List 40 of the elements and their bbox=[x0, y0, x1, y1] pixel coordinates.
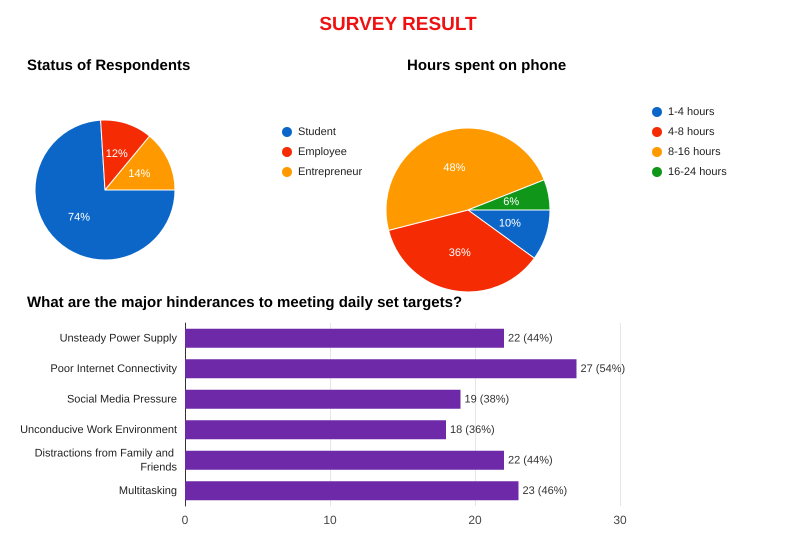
data-label: 23 (46%) bbox=[522, 484, 568, 497]
data-label: 27 (54%) bbox=[580, 362, 626, 375]
bar bbox=[185, 420, 446, 440]
legend-label: 4-8 hours bbox=[668, 126, 715, 138]
data-label: 10% bbox=[498, 218, 522, 230]
y-tick-label: Multitasking bbox=[118, 484, 177, 497]
x-tick-label: 0 bbox=[182, 513, 189, 527]
bar bbox=[185, 481, 518, 500]
chart-title: Hours spent on phone bbox=[407, 57, 566, 74]
legend-label: 16-24 hours bbox=[668, 166, 728, 178]
data-label: 36% bbox=[448, 247, 471, 260]
x-tick-label: 30 bbox=[613, 513, 627, 527]
y-tick-label: Unsteady Power Supply bbox=[60, 332, 178, 344]
chart-title: Status of Respondents bbox=[27, 57, 190, 74]
data-label: 22 (44%) bbox=[508, 332, 553, 344]
legend-label: Employee bbox=[298, 146, 347, 158]
chart-title: What are the major hinderances to meeting daily set targets? bbox=[27, 294, 462, 311]
y-tick-label: Unconducive Work Environment bbox=[20, 424, 177, 436]
legend-label: 1-4 hours bbox=[668, 106, 715, 118]
data-label: 48% bbox=[443, 162, 466, 174]
x-tick-label: 10 bbox=[323, 513, 337, 527]
bar bbox=[185, 328, 504, 348]
data-label: 22 (44%) bbox=[508, 454, 553, 466]
legend-label: Entrepreneur bbox=[298, 166, 363, 178]
data-label: 18 (36%) bbox=[450, 424, 495, 436]
bar bbox=[185, 390, 460, 409]
x-tick-label: 20 bbox=[468, 513, 482, 527]
data-label: 19 (38%) bbox=[464, 393, 510, 406]
legend-label: Student bbox=[298, 126, 336, 138]
bar bbox=[185, 359, 576, 378]
data-label: 6% bbox=[503, 196, 520, 208]
legend-label: 8-16 hours bbox=[668, 146, 722, 158]
data-label: 74% bbox=[68, 212, 90, 224]
text: SURVEY RESULT bbox=[319, 14, 478, 35]
bar bbox=[185, 450, 504, 470]
y-tick-label: Poor Internet Connectivity bbox=[50, 362, 178, 375]
y-tick-label: Distractions from Family and Friends bbox=[34, 447, 178, 474]
data-label: 14% bbox=[128, 168, 151, 180]
y-tick-label: Social Media Pressure bbox=[66, 393, 177, 406]
data-label: 12% bbox=[106, 148, 128, 160]
